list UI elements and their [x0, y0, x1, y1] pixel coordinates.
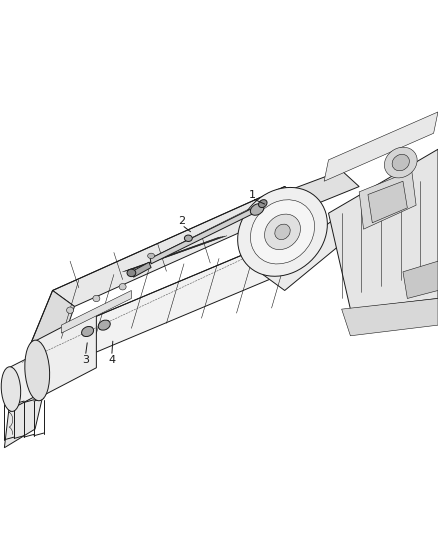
Ellipse shape: [275, 224, 290, 240]
Text: 4: 4: [108, 355, 115, 365]
Ellipse shape: [148, 253, 155, 259]
Polygon shape: [61, 290, 131, 333]
Polygon shape: [150, 208, 254, 264]
Ellipse shape: [184, 235, 192, 241]
Polygon shape: [342, 298, 438, 336]
Ellipse shape: [127, 269, 136, 277]
Text: 1: 1: [248, 190, 255, 199]
Polygon shape: [324, 112, 438, 181]
Ellipse shape: [1, 367, 21, 411]
Ellipse shape: [265, 214, 300, 249]
Polygon shape: [403, 261, 438, 298]
Polygon shape: [31, 290, 74, 370]
Ellipse shape: [251, 204, 264, 215]
Text: 2: 2: [178, 216, 185, 226]
Text: 3: 3: [82, 355, 89, 365]
Polygon shape: [285, 171, 359, 208]
Polygon shape: [131, 262, 151, 277]
Polygon shape: [368, 181, 407, 223]
Ellipse shape: [67, 307, 74, 313]
Polygon shape: [263, 213, 359, 290]
Polygon shape: [359, 171, 416, 229]
Polygon shape: [31, 237, 307, 370]
Ellipse shape: [93, 295, 100, 302]
Polygon shape: [53, 187, 307, 306]
Polygon shape: [9, 341, 61, 410]
Ellipse shape: [392, 155, 410, 171]
Ellipse shape: [98, 320, 110, 330]
Ellipse shape: [238, 188, 327, 276]
Ellipse shape: [25, 340, 49, 401]
Ellipse shape: [251, 200, 314, 264]
Ellipse shape: [81, 327, 94, 336]
Polygon shape: [4, 392, 44, 448]
Ellipse shape: [385, 147, 417, 178]
Polygon shape: [328, 149, 438, 309]
Polygon shape: [35, 309, 96, 400]
Ellipse shape: [258, 200, 267, 207]
Ellipse shape: [119, 284, 126, 290]
